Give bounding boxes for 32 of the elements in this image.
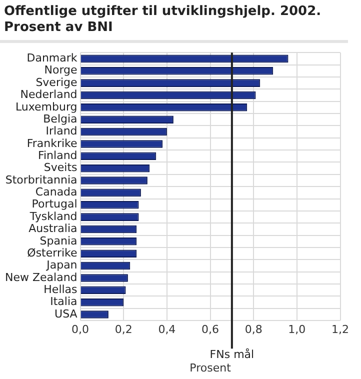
y-tick-label: Finland <box>38 149 78 162</box>
y-tick-label: Hellas <box>44 283 78 296</box>
y-tick-label: Spania <box>40 234 78 248</box>
y-tick-label: Australia <box>28 222 78 236</box>
x-tick-label: 0,6 <box>202 323 220 336</box>
y-tick-label: Japan <box>46 258 78 272</box>
x-tick-label: 0,8 <box>244 323 262 336</box>
y-tick-label: Sverige <box>36 76 78 89</box>
x-tick-label: 0,0 <box>72 323 90 336</box>
y-tick-label: Østerrike <box>27 246 78 260</box>
y-tick-label: Sveits <box>44 161 78 174</box>
y-tick-label: Nederland <box>20 88 78 102</box>
chart-title: Offentlige utgifter til utviklingshjelp. 2002. Prosent av BNI <box>0 0 348 43</box>
y-tick-label: Norge <box>44 64 78 77</box>
x-tick-label: 1,0 <box>288 323 306 336</box>
y-tick-label: USA <box>54 307 78 320</box>
y-tick-label: New Zealand <box>4 270 78 284</box>
y-tick-label: Canada <box>35 186 78 199</box>
x-axis-title: Prosent <box>190 361 232 374</box>
y-tick-label: Belgia <box>43 112 78 126</box>
y-tick-label: Frankrike <box>26 136 78 150</box>
x-tick-label: 1,2 <box>332 323 350 336</box>
x-tick-label: 0,2 <box>114 323 132 336</box>
y-tick-label: Tyskland <box>28 210 78 223</box>
y-tick-label: Danmark <box>26 52 78 65</box>
y-tick-label: Portugal <box>32 198 78 211</box>
x-tick-label: 0,4 <box>158 323 176 336</box>
y-tick-label: Irland <box>46 124 78 138</box>
ref-line-label: FNs mål <box>210 348 254 361</box>
y-tick-label: Storbritannia <box>5 173 78 186</box>
y-tick-label: Luxemburg <box>15 100 78 114</box>
y-tick-label: Italia <box>50 295 78 308</box>
